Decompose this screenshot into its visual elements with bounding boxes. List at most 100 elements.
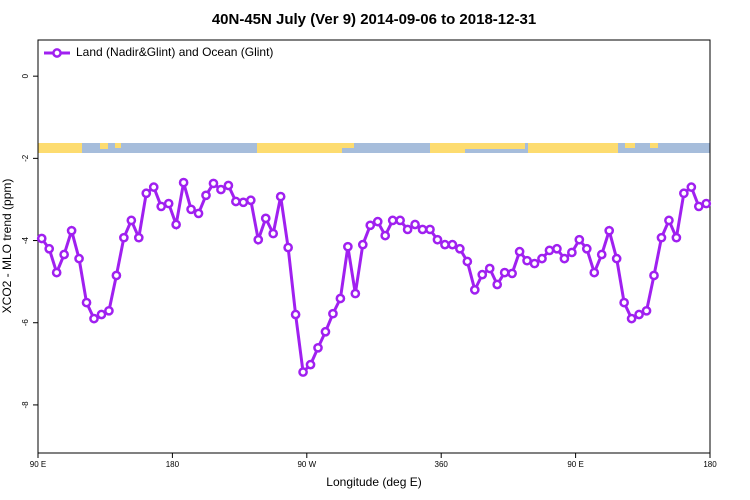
data-point	[469, 285, 480, 295]
land-band	[257, 143, 342, 153]
data-point	[320, 326, 331, 337]
land-band	[38, 143, 82, 153]
data-point	[514, 246, 525, 257]
land-band	[650, 143, 658, 148]
data-point	[66, 225, 77, 236]
plot-frame	[37, 39, 711, 454]
data-point	[111, 270, 122, 281]
data-point	[462, 256, 473, 267]
data-point	[626, 313, 637, 324]
x-tick-label: 90 W	[297, 460, 316, 469]
data-point	[567, 247, 577, 258]
y-tick-label: -4	[21, 236, 30, 244]
x-tick-label: 180	[703, 460, 717, 469]
data-point	[51, 267, 62, 278]
ocean-band	[38, 143, 710, 153]
data-point	[552, 243, 562, 254]
data-point	[537, 253, 547, 264]
data-point	[216, 184, 226, 195]
data-point	[350, 288, 361, 299]
data-point	[596, 249, 607, 260]
data-point	[313, 342, 323, 353]
data-point	[410, 219, 420, 230]
data-point	[96, 309, 107, 320]
x-tick-label: 90 E	[30, 460, 46, 469]
data-point	[395, 215, 405, 226]
data-point	[119, 232, 129, 243]
data-point	[44, 243, 55, 254]
data-point	[36, 233, 47, 244]
data-point	[387, 215, 398, 226]
land-band	[115, 143, 121, 148]
x-axis-label: Longitude (deg E)	[326, 475, 421, 489]
x-tick-label: 90 E	[567, 460, 583, 469]
data-point	[589, 267, 600, 278]
data-point	[193, 208, 204, 219]
land-band	[625, 143, 635, 148]
data-point	[260, 213, 271, 224]
data-point	[89, 313, 99, 324]
data-point	[492, 279, 503, 290]
data-point	[268, 228, 279, 239]
data-point	[208, 178, 219, 189]
data-point	[484, 263, 495, 274]
data-point	[417, 224, 428, 235]
land-band	[528, 143, 618, 153]
y-tick-label: -2	[21, 154, 30, 162]
data-point	[223, 180, 234, 191]
data-point	[275, 191, 286, 202]
data-point	[693, 201, 704, 212]
data-point	[507, 268, 517, 279]
data-point	[81, 297, 92, 308]
data-point	[335, 293, 346, 304]
legend-label: Land (Nadir&Glint) and Ocean (Glint)	[76, 45, 273, 59]
data-point	[574, 234, 585, 245]
land-ocean-strip	[38, 143, 710, 153]
data-point	[686, 182, 697, 192]
data-point	[649, 270, 659, 281]
data-point	[231, 196, 241, 207]
data-point	[477, 269, 488, 280]
data-point	[283, 242, 293, 253]
chart-title: 40N-45N July (Ver 9) 2014-09-06 to 2018-…	[212, 11, 536, 28]
data-point	[380, 230, 391, 241]
data-point	[290, 309, 301, 320]
data-point	[455, 243, 465, 254]
data-point	[611, 253, 622, 264]
y-axis-label: XCO2 - MLO trend (ppm)	[0, 179, 14, 314]
data-point	[402, 224, 413, 235]
data-point	[529, 258, 540, 269]
data-point	[238, 197, 249, 208]
legend-marker	[52, 48, 62, 58]
data-point	[74, 253, 84, 264]
data-point	[365, 220, 376, 231]
data-point	[581, 243, 592, 254]
data-point	[372, 216, 383, 227]
data-point	[664, 215, 674, 226]
data-point	[133, 232, 144, 243]
data-point	[641, 305, 652, 316]
data-point	[59, 249, 69, 260]
data-point	[328, 308, 338, 319]
land-band	[430, 143, 465, 153]
data-point	[440, 239, 450, 250]
land-band	[465, 143, 525, 149]
data-point	[701, 198, 712, 209]
data-point	[604, 225, 615, 236]
data-point	[671, 232, 682, 243]
data-point	[201, 190, 211, 201]
data-point	[171, 219, 181, 230]
data-point	[156, 201, 167, 212]
data-point	[499, 267, 510, 278]
x-tick-label: 180	[166, 460, 180, 469]
data-point	[432, 234, 443, 245]
data-point	[104, 305, 114, 316]
data-point	[298, 367, 308, 377]
land-band	[100, 143, 108, 149]
land-band	[342, 143, 354, 148]
y-tick-label: -6	[21, 319, 30, 327]
data-point	[544, 245, 555, 256]
y-tick-label: -8	[21, 401, 30, 409]
